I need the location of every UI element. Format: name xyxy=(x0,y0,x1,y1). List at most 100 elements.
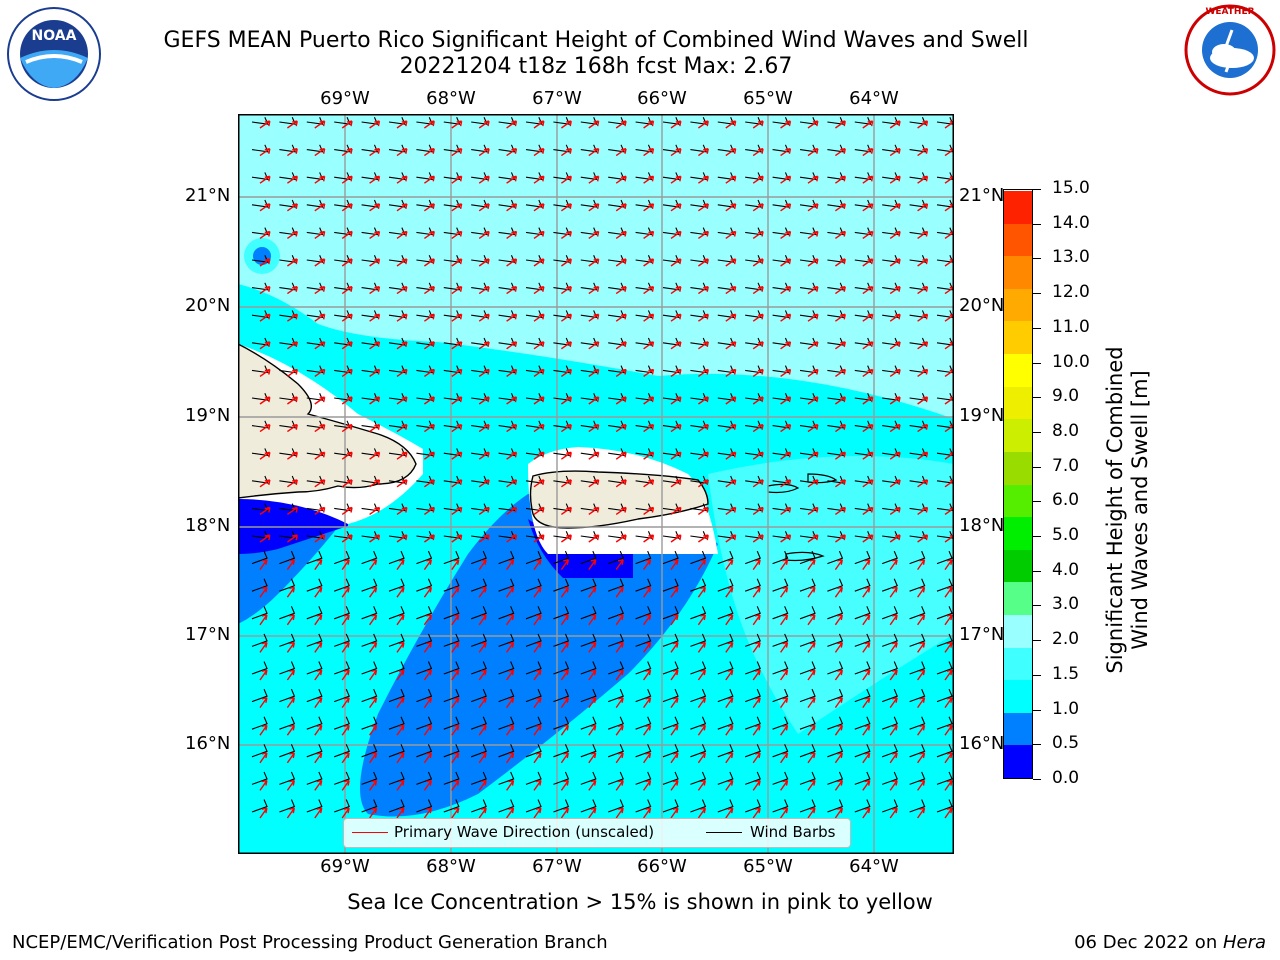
wave-direction-arrow xyxy=(588,175,600,184)
wind-barb xyxy=(334,661,350,675)
wind-barb xyxy=(909,799,926,813)
wind-barb xyxy=(717,688,734,703)
wave-direction-arrow xyxy=(478,641,487,653)
wind-barb xyxy=(854,393,872,401)
wave-direction-arrow xyxy=(944,586,953,598)
wave-direction-arrow xyxy=(341,341,353,350)
wave-direction-arrow xyxy=(643,506,655,515)
wave-direction-arrow xyxy=(341,424,353,433)
wind-barb xyxy=(827,227,845,236)
wave-direction-arrow xyxy=(314,559,323,571)
wind-barb xyxy=(361,337,379,346)
wave-direction-arrow xyxy=(396,120,408,129)
wind-barb xyxy=(361,771,378,785)
wind-barb xyxy=(827,688,844,703)
wind-barb xyxy=(553,799,570,813)
wave-direction-arrow xyxy=(807,641,816,653)
wind-barb xyxy=(388,420,406,429)
wave-direction-arrow xyxy=(670,479,682,488)
wind-barb xyxy=(388,475,406,484)
wave-direction-arrow xyxy=(451,286,463,295)
wind-barb xyxy=(690,365,708,374)
wave-direction-arrow xyxy=(259,669,268,681)
wave-direction-arrow xyxy=(697,120,709,129)
wave-direction-arrow xyxy=(615,120,627,129)
wave-direction-arrow xyxy=(615,752,624,764)
wind-barb xyxy=(772,448,790,457)
wind-barb xyxy=(909,199,927,208)
wind-barb xyxy=(361,448,379,457)
wind-barb xyxy=(334,420,351,429)
colorbar-tick-mark xyxy=(1033,362,1041,364)
wind-barb xyxy=(251,578,268,592)
wind-barb xyxy=(306,282,324,291)
wind-barb xyxy=(745,771,761,785)
wind-barb xyxy=(498,310,516,319)
wind-barb xyxy=(306,365,324,374)
wind-barb xyxy=(635,420,653,429)
wave-direction-arrow xyxy=(643,203,655,212)
wave-direction-arrow xyxy=(369,175,381,184)
wind-barb xyxy=(443,365,461,374)
wave-direction-arrow xyxy=(341,479,353,488)
wind-barb xyxy=(553,393,571,401)
lat-label-19n-left: 19°N xyxy=(185,405,231,426)
wave-direction-arrow xyxy=(314,341,326,350)
wave-direction-arrow xyxy=(588,286,600,295)
wind-barb xyxy=(525,310,543,319)
wave-direction-arrow xyxy=(314,120,326,129)
wave-direction-arrow xyxy=(259,614,268,626)
wave-direction-arrow xyxy=(588,559,597,571)
wind-barb xyxy=(525,633,542,647)
wave-direction-arrow xyxy=(615,424,627,433)
wave-direction-arrow xyxy=(725,451,737,460)
wind-barb xyxy=(690,448,708,457)
wind-barb xyxy=(827,310,845,319)
wave-direction-arrow xyxy=(588,479,600,488)
wind-barb xyxy=(799,606,816,620)
wind-barb xyxy=(279,744,296,758)
wave-direction-arrow xyxy=(369,559,378,571)
wave-direction-arrow xyxy=(478,752,487,764)
wind-barb xyxy=(882,550,898,565)
wave-direction-arrow xyxy=(670,148,682,157)
wave-direction-arrow xyxy=(369,368,381,377)
wind-barb xyxy=(717,227,735,236)
wind-barb xyxy=(416,227,434,236)
wave-direction-arrow xyxy=(780,559,789,571)
wave-direction-arrow xyxy=(780,451,792,460)
wave-direction-arrow xyxy=(423,286,435,295)
wave-direction-arrow xyxy=(423,313,435,322)
wave-direction-arrow xyxy=(807,586,816,598)
wave-direction-arrow xyxy=(396,286,408,295)
wind-barb xyxy=(580,503,598,512)
wave-direction-arrow xyxy=(670,396,682,405)
wave-direction-arrow xyxy=(944,697,953,709)
wave-direction-arrow xyxy=(506,697,515,709)
wind-barb xyxy=(361,227,379,236)
wave-direction-arrow xyxy=(314,807,323,819)
wave-direction-arrow xyxy=(670,424,682,433)
wave-direction-arrow xyxy=(807,396,819,405)
wave-direction-arrow xyxy=(478,534,490,543)
wind-barb xyxy=(471,255,488,263)
wave-direction-arrow xyxy=(697,614,706,626)
wave-direction-arrow xyxy=(780,368,792,377)
wind-barb xyxy=(799,337,817,346)
wind-barb xyxy=(690,606,707,620)
wind-barb xyxy=(608,771,624,785)
wave-direction-arrow xyxy=(834,230,846,239)
wave-direction-arrow xyxy=(780,286,792,295)
wave-direction-arrow xyxy=(396,641,405,653)
wind-barb xyxy=(416,199,434,208)
wave-direction-arrow xyxy=(834,559,843,571)
wind-barb xyxy=(388,227,406,236)
wave-direction-arrow xyxy=(369,396,381,405)
wind-barb xyxy=(279,771,296,785)
wave-direction-arrow xyxy=(807,724,816,736)
wave-direction-arrow xyxy=(725,175,737,184)
wave-direction-arrow xyxy=(286,341,298,350)
wind-barb xyxy=(525,144,543,153)
wave-direction-arrow xyxy=(725,752,734,764)
wave-direction-arrow xyxy=(917,203,929,212)
